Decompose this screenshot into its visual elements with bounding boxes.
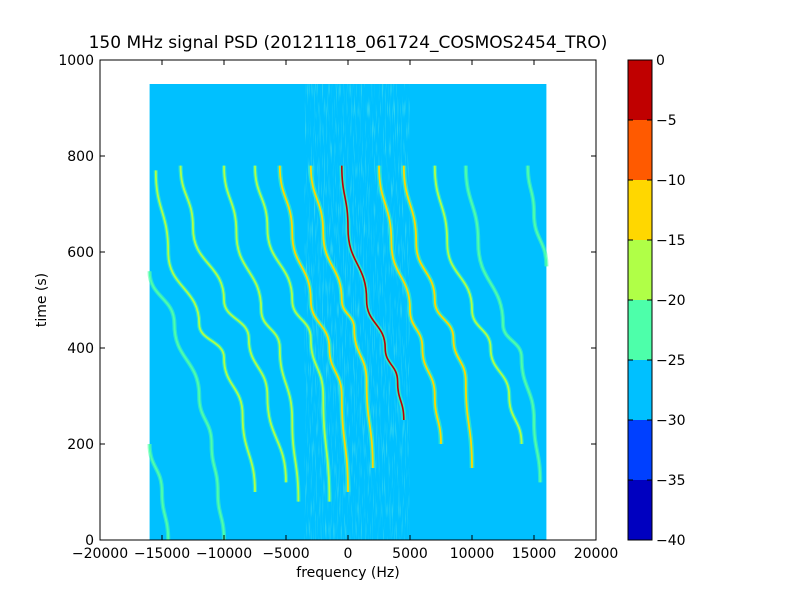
signal-trace [179, 165, 287, 483]
signal-trace [526, 165, 548, 267]
signal-trace [254, 165, 331, 502]
colorbar-band [628, 360, 652, 420]
y-tick-label: 200 [67, 437, 94, 453]
colorbar-band [628, 180, 652, 240]
x-tick-label: 15000 [512, 546, 557, 562]
y-tick-label: 600 [67, 245, 94, 261]
signal-trace [148, 271, 225, 540]
signal-trace [154, 170, 256, 493]
colorbar-band [628, 120, 652, 180]
colorbar-band [628, 300, 652, 360]
y-tick-label: 0 [85, 533, 94, 549]
plot-area [99, 59, 597, 541]
colorbar-band [628, 420, 652, 480]
colorbar-tick-label: −15 [656, 233, 686, 249]
colorbar-tick-label: −10 [656, 173, 686, 189]
chart-title: 150 MHz signal PSD (20121118_061724_COSM… [89, 33, 608, 53]
x-tick-label: −15000 [134, 546, 190, 562]
signal-trace [309, 165, 374, 469]
y-tick-label: 400 [67, 341, 94, 357]
colorbar-ticks: 0 −5 −10 −15 −20 −25 −30 −35 −40 [628, 53, 686, 549]
x-tick-label: −20000 [72, 546, 128, 562]
signal-trace [464, 165, 542, 483]
colorbar-tick-label: −5 [656, 113, 677, 129]
x-tick-label: 5000 [392, 546, 428, 562]
colorbar-tick-label: −40 [656, 533, 686, 549]
signal-trace [223, 165, 300, 502]
colorbar-tick-label: −35 [656, 473, 686, 489]
x-tick-label: −10000 [196, 546, 252, 562]
y-axis-label: time (s) [34, 273, 50, 327]
signal-trace [278, 165, 349, 493]
y-tick-label: 800 [67, 149, 94, 165]
y-axis: 0 200 400 600 800 1000 [58, 53, 596, 549]
y-tick-label: 1000 [58, 53, 94, 69]
colorbar-band [628, 480, 652, 540]
noise-band [304, 84, 410, 540]
x-tick-label: 10000 [450, 546, 495, 562]
colorbar-bands [628, 60, 652, 540]
x-tick-label: 0 [344, 546, 353, 562]
x-tick-label: −5000 [262, 546, 309, 562]
signal-trace [341, 165, 405, 421]
x-tick-label: 20000 [574, 546, 619, 562]
colorbar-band [628, 60, 652, 120]
colorbar: 0 −5 −10 −15 −20 −25 −30 −35 −40 [627, 53, 686, 549]
colorbar-tick-label: 0 [656, 53, 665, 69]
x-axis-label: frequency (Hz) [296, 565, 399, 581]
colorbar-tick-label: −25 [656, 353, 686, 369]
colorbar-band [628, 240, 652, 300]
signal-trace [378, 165, 442, 445]
signal-trace [433, 165, 523, 445]
signal-trace [148, 443, 170, 540]
colorbar-tick-label: −20 [656, 293, 686, 309]
signal-traces [147, 165, 549, 540]
signal-trace [402, 165, 473, 469]
colorbar-tick-label: −30 [656, 413, 686, 429]
x-axis: −20000 −15000 −10000 −5000 0 5000 10000 15000 20… [72, 60, 618, 562]
